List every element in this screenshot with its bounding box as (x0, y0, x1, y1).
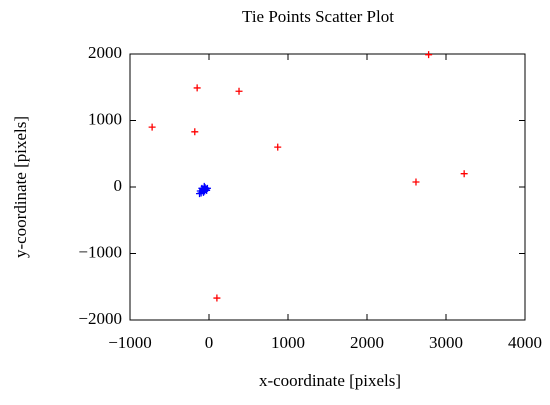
point (193, 84, 201, 92)
point (196, 190, 204, 198)
y-tick-label: 2000 (88, 43, 122, 62)
plot-frame (129, 53, 526, 321)
point (148, 123, 156, 131)
point (274, 143, 282, 151)
x-axis-label: x-coordinate [pixels] (259, 371, 401, 390)
point (201, 187, 209, 195)
point (412, 178, 420, 186)
y-tick-label: 0 (114, 176, 123, 195)
point (197, 189, 205, 197)
point (425, 51, 433, 59)
y-axis-label: y-coordinate [pixels] (11, 116, 30, 258)
y-tick-label: −2000 (78, 309, 122, 328)
x-tick-label: 3000 (429, 333, 463, 352)
y-tick-label: −1000 (78, 242, 122, 261)
point (213, 294, 221, 302)
y-tick-label: 1000 (88, 109, 122, 128)
x-tick-label: −1000 (108, 333, 152, 352)
x-tick-label: 1000 (271, 333, 305, 352)
x-tick-label: 0 (205, 333, 214, 352)
point (460, 170, 468, 178)
point (235, 87, 243, 95)
point (191, 128, 199, 136)
x-tick-label: 4000 (508, 333, 542, 352)
x-tick-label: 2000 (350, 333, 384, 352)
chart-title: Tie Points Scatter Plot (242, 7, 394, 26)
